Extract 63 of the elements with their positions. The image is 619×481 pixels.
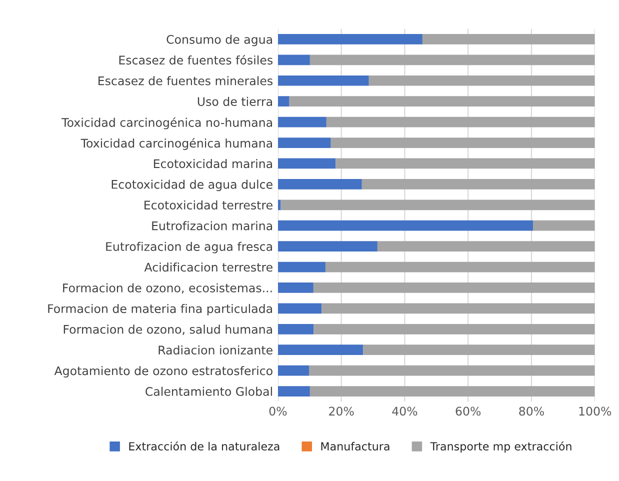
y-tick-label: Calentamiento Global: [146, 386, 272, 396]
y-tick-label: Ecotoxicidad de agua dulce: [112, 180, 272, 192]
bar: [278, 282, 314, 293]
bar: [310, 386, 595, 396]
bar: [422, 34, 595, 44]
y-tick-label: Escasez de fuentes fósiles: [119, 54, 272, 65]
x-tick-label: 80%: [519, 406, 544, 416]
y-tick-label: Formacion de materia fina particulada: [48, 304, 272, 316]
bar: [278, 386, 310, 396]
bar: [308, 365, 595, 376]
x-tick-label: 20%: [329, 406, 354, 416]
bar: [278, 34, 422, 44]
bar: [313, 282, 595, 293]
y-tick-label: Ecotoxicidad terrestre: [144, 200, 272, 210]
y-tick-label: Consumo de agua: [166, 34, 272, 46]
y-tick-label: Formacion de ozono, ecosistemas...: [63, 283, 272, 294]
y-tick-label: Toxicidad carcinogénica humana: [80, 138, 272, 150]
bar: [362, 179, 595, 190]
bar: [278, 262, 326, 272]
bar: [280, 200, 595, 210]
bar: [278, 324, 314, 334]
y-tick-label: Toxicidad carcinogénica no-humana: [62, 117, 272, 130]
y-tick-label: Formacion de ozono, salud humana: [64, 324, 272, 336]
y-tick-label: Uso de tierra: [198, 96, 272, 106]
bar: [377, 241, 595, 252]
bar: [533, 220, 595, 231]
bar: [278, 303, 322, 314]
bar: [314, 324, 595, 334]
bar: [336, 158, 595, 169]
bar: [278, 200, 281, 210]
bar: [278, 116, 326, 128]
y-tick-label: Radiacion ionizante: [158, 345, 272, 355]
legend-label: Extracción de la naturaleza: [129, 441, 280, 450]
y-tick-label: Agotamiento de ozono estratosferico: [54, 366, 272, 378]
bar: [278, 96, 290, 107]
bar: [278, 365, 309, 376]
bar: [278, 344, 364, 356]
bar: [278, 54, 310, 66]
bar: [368, 75, 595, 86]
bar: [325, 262, 595, 272]
y-tick-label: Acidificacion terrestre: [144, 262, 272, 272]
bar: [330, 138, 595, 148]
y-tick-label: Eutrofizacion marina: [152, 221, 272, 230]
x-tick-label: 40%: [392, 406, 418, 416]
y-tick-label: Ecotoxicidad marina: [154, 158, 272, 168]
bar: [278, 75, 369, 86]
legend-label: Transporte mp extracción: [430, 441, 572, 453]
x-tick-label: 60%: [456, 406, 481, 416]
bar: [322, 303, 595, 314]
y-tick-label: Eutrofizacion de agua fresca: [106, 242, 272, 254]
bar: [278, 158, 336, 169]
x-tick-label: 100%: [579, 406, 612, 416]
bar: [278, 220, 534, 231]
bar: [289, 96, 595, 107]
y-tick-label: Escasez de fuentes minerales: [98, 76, 272, 86]
bar: [278, 138, 331, 148]
bar: [278, 241, 378, 252]
bar: [326, 116, 595, 128]
bar: [278, 179, 362, 190]
legend-label: Manufactura: [321, 442, 390, 450]
bar: [310, 54, 595, 66]
x-tick-label: 0%: [269, 406, 287, 416]
bar: [363, 344, 595, 356]
